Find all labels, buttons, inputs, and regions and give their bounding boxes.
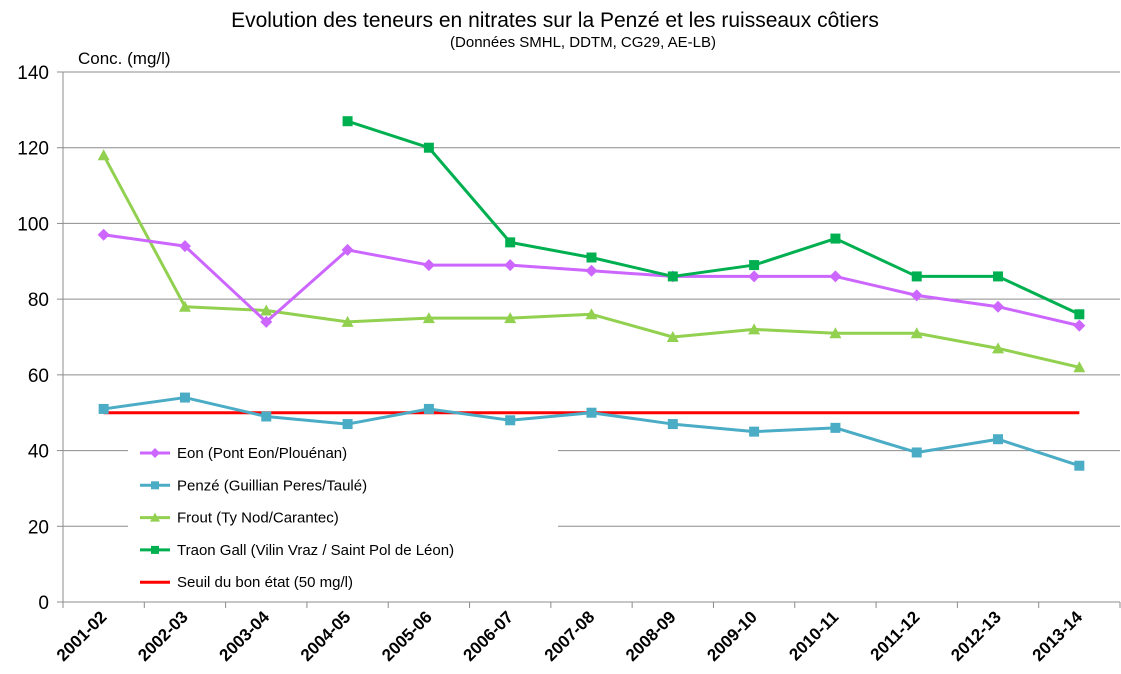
data-point bbox=[585, 264, 598, 277]
data-point bbox=[97, 228, 110, 241]
data-point bbox=[830, 422, 841, 433]
legend-box bbox=[128, 430, 558, 600]
data-point bbox=[341, 315, 354, 327]
series-line bbox=[347, 119, 1080, 316]
data-point bbox=[261, 411, 272, 422]
y-tick-label: 40 bbox=[28, 442, 49, 463]
legend-item: Seuil du bon état (50 mg/l) bbox=[140, 574, 353, 591]
legend-label: Eon (Pont Eon/Plouénan) bbox=[177, 445, 347, 462]
data-point bbox=[342, 116, 353, 127]
data-point bbox=[423, 403, 434, 414]
data-point bbox=[993, 434, 1004, 445]
x-tick-label: 2011-12 bbox=[867, 607, 924, 664]
data-point bbox=[585, 308, 598, 320]
data-point bbox=[586, 407, 597, 418]
legend-marker bbox=[150, 512, 160, 522]
x-tick-label: 2008-09 bbox=[622, 607, 680, 665]
legend-item: Eon (Pont Eon/Plouénan) bbox=[140, 445, 347, 462]
legend-marker bbox=[151, 481, 159, 490]
data-point bbox=[667, 271, 678, 282]
data-point bbox=[993, 271, 1004, 282]
x-tick-label: 2013-14 bbox=[1029, 607, 1087, 665]
legend-marker bbox=[151, 545, 159, 554]
data-point bbox=[260, 315, 273, 328]
y-tick-label: 120 bbox=[17, 139, 49, 160]
x-tick-label: 2010-11 bbox=[785, 607, 842, 664]
chart-title: Evolution des teneurs en nitrates sur la… bbox=[231, 9, 879, 32]
legend-label: Seuil du bon état (50 mg/l) bbox=[177, 574, 353, 591]
y-tick-label: 0 bbox=[38, 593, 49, 614]
axes bbox=[62, 72, 1121, 608]
x-tick-label: 2006-07 bbox=[459, 607, 517, 665]
data-point bbox=[178, 240, 191, 253]
data-point bbox=[992, 342, 1005, 354]
data-point bbox=[586, 252, 597, 263]
legend: Eon (Pont Eon/Plouénan) Penzé (Guillian P… bbox=[128, 430, 558, 600]
data-point bbox=[910, 327, 923, 339]
data-point bbox=[667, 419, 678, 430]
data-point bbox=[504, 312, 517, 324]
legend-item: Frout (Ty Nod/Carantec) bbox=[140, 510, 339, 527]
x-tick-label: 2012-13 bbox=[947, 607, 1005, 665]
data-point bbox=[504, 259, 517, 272]
data-point bbox=[829, 327, 842, 339]
data-point bbox=[911, 271, 922, 282]
data-point bbox=[423, 142, 434, 153]
data-point bbox=[98, 403, 109, 414]
x-tick-label: 2001-02 bbox=[53, 607, 111, 665]
data-point bbox=[992, 300, 1005, 313]
data-point bbox=[260, 304, 273, 316]
data-point bbox=[1073, 319, 1086, 332]
x-tick-labels: 2001-02 2002-03 2003-04 2004-05 2005-06 2006-… bbox=[53, 607, 1087, 665]
y-tick-label: 100 bbox=[17, 214, 49, 235]
series-lines bbox=[97, 116, 1086, 471]
y-tick-labels: 0 20 40 60 80 100 120 140 bbox=[17, 63, 49, 614]
data-point bbox=[341, 243, 354, 256]
data-point bbox=[1073, 361, 1086, 373]
legend-label: Penzé (Guillian Peres/Taulé) bbox=[177, 477, 367, 494]
series-2 bbox=[97, 149, 1086, 373]
series-0 bbox=[97, 228, 1086, 332]
legend-item: Traon Gall (Vilin Vraz / Saint Pol de Lé… bbox=[140, 542, 454, 559]
legend-label: Frout (Ty Nod/Carantec) bbox=[177, 510, 339, 527]
data-point bbox=[1074, 309, 1085, 320]
data-point bbox=[910, 289, 923, 302]
data-point bbox=[830, 233, 841, 244]
x-tick-label: 2002-03 bbox=[134, 607, 192, 665]
data-point bbox=[422, 259, 435, 272]
data-point bbox=[179, 392, 190, 403]
x-tick-label: 2009-10 bbox=[703, 607, 761, 665]
data-point bbox=[748, 270, 761, 283]
y-tick-label: 80 bbox=[28, 290, 49, 311]
y-axis-label: Conc. (mg/l) bbox=[78, 49, 171, 68]
legend-item: Penzé (Guillian Peres/Taulé) bbox=[140, 477, 367, 494]
legend-marker bbox=[150, 448, 160, 458]
data-point bbox=[749, 426, 760, 437]
x-tick-label: 2005-06 bbox=[378, 607, 436, 665]
data-point bbox=[505, 237, 516, 248]
data-point bbox=[342, 419, 353, 430]
data-point bbox=[97, 149, 110, 161]
x-tick-label: 2003-04 bbox=[216, 607, 274, 665]
x-tick-label: 2004-05 bbox=[297, 607, 355, 665]
data-point bbox=[748, 323, 761, 335]
data-point bbox=[666, 331, 679, 342]
series-1 bbox=[98, 392, 1085, 471]
data-point bbox=[749, 260, 760, 271]
data-point bbox=[422, 312, 435, 324]
y-tick-label: 140 bbox=[17, 63, 49, 84]
legend-label: Traon Gall (Vilin Vraz / Saint Pol de Lé… bbox=[177, 542, 454, 559]
y-tick-label: 20 bbox=[28, 517, 49, 538]
series-3 bbox=[342, 116, 1085, 320]
data-point bbox=[829, 270, 842, 283]
x-tick-label: 2007-08 bbox=[541, 607, 599, 665]
data-point bbox=[178, 300, 191, 312]
chart-subtitle: (Données SMHL, DDTM, CG29, AE-LB) bbox=[450, 34, 716, 51]
y-tick-label: 60 bbox=[28, 366, 49, 387]
data-point bbox=[911, 447, 922, 458]
data-point bbox=[505, 415, 516, 426]
data-point bbox=[1074, 460, 1085, 471]
